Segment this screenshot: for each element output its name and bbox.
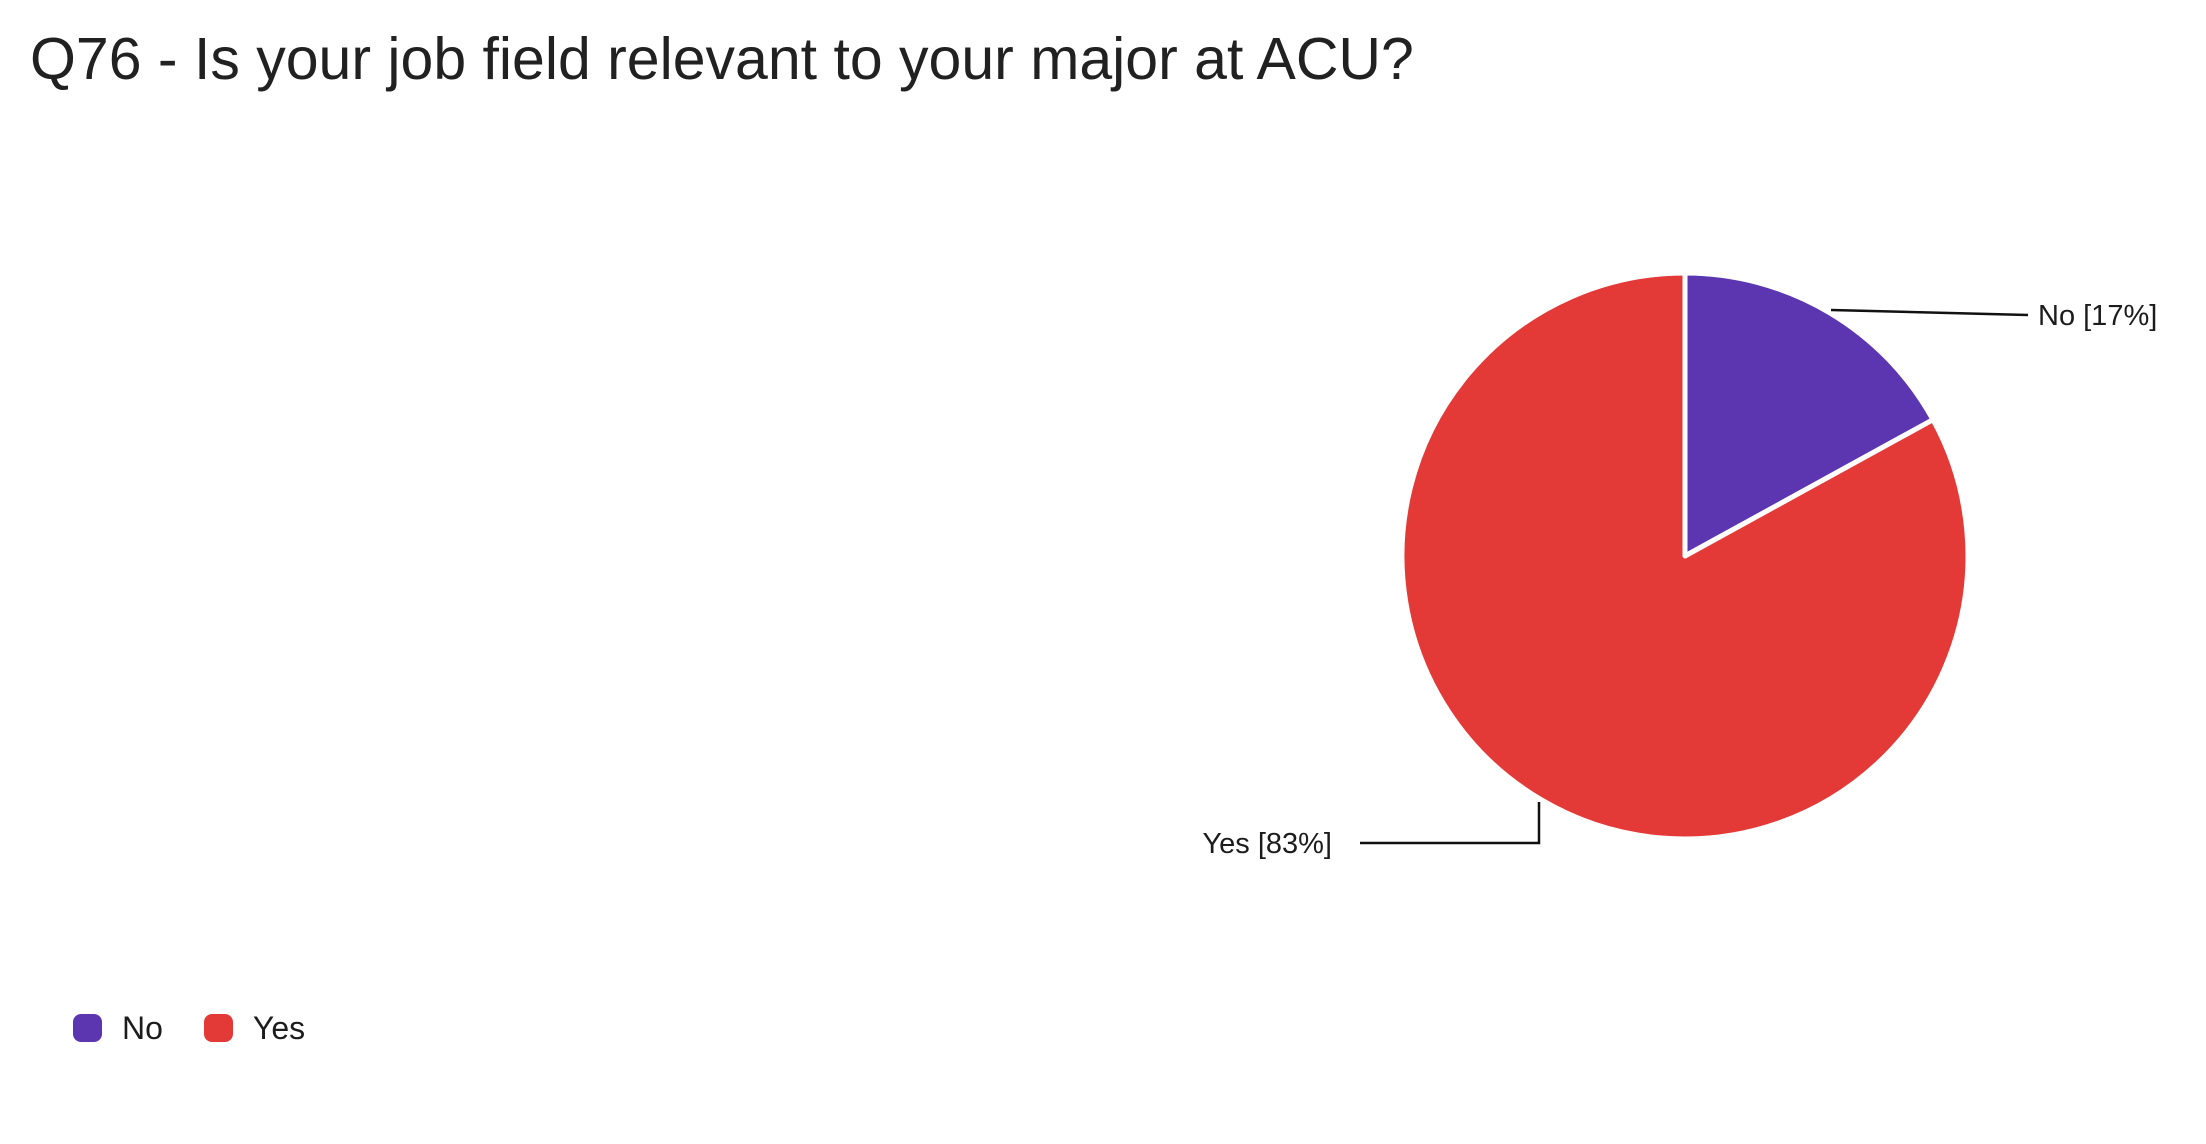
pie-slice-no[interactable] (1682, 270, 1936, 559)
legend-swatch-yes (203, 1014, 233, 1042)
legend-swatch-no (73, 1014, 102, 1042)
legend-item-no[interactable]: No (73, 1009, 163, 1047)
callout-connector-yes (1360, 802, 1541, 845)
legend-label-no: No (122, 1010, 163, 1046)
legend-label-yes: Yes (252, 1010, 306, 1046)
chart-title: Q76 - Is your job field relevant to your… (30, 26, 1414, 92)
legend: No Yes (73, 1009, 305, 1047)
callout-label-no: No [17%] (2038, 300, 2158, 332)
callout-connector-no (1830, 308, 2029, 317)
pie-slice-yes[interactable] (1399, 270, 1971, 842)
legend-item-yes[interactable]: Yes (203, 1009, 306, 1047)
callout-label-yes: Yes [83%] (1202, 828, 1332, 860)
